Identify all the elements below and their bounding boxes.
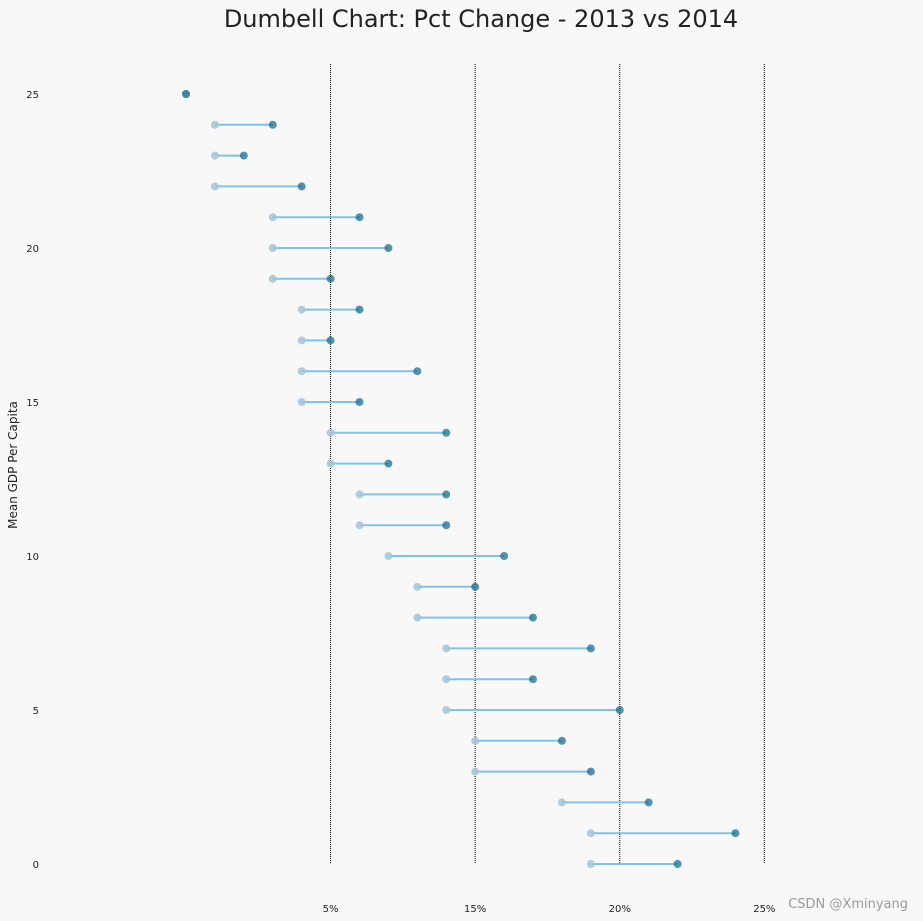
point-2013 [442,675,451,684]
point-2014 [557,736,566,745]
point-2013 [268,213,277,222]
x-tick-label: 20% [609,904,631,915]
point-2013 [326,459,335,468]
point-2014 [529,613,537,622]
point-2013 [413,582,422,591]
point-2014 [413,367,422,376]
watermark-text: CSDN @Xminyang [788,897,908,912]
point-2013 [442,706,451,714]
point-2014 [297,182,306,191]
x-tick-label: 5% [323,904,339,915]
y-axis-label: Mean GDP Per Capita [6,401,20,529]
point-2014 [326,274,335,283]
point-2013 [355,521,364,530]
point-2014 [673,860,682,868]
point-2014 [182,90,190,98]
point-2014 [355,398,364,406]
point-2014 [268,120,277,129]
point-2013 [442,644,451,653]
point-2013 [471,767,480,776]
point-2014 [442,490,451,499]
chart-title: Dumbell Chart: Pct Change - 2013 vs 2014 [224,5,738,33]
x-tick-label: 15% [464,904,486,915]
point-2013 [413,613,422,622]
point-2014 [239,151,248,160]
point-2013 [355,490,364,499]
point-2013 [297,305,306,314]
point-2013 [586,829,595,838]
point-2014 [355,213,364,222]
point-2014 [442,521,451,530]
point-2013 [557,798,566,807]
point-2014 [615,706,624,714]
y-tick-label: 0 [33,860,39,871]
point-2014 [586,644,595,653]
x-tick-label: 25% [753,904,775,915]
point-2013 [268,274,277,283]
point-2014 [384,459,393,468]
y-tick-label: 20 [26,244,39,255]
point-2013 [210,151,219,160]
end-points [182,90,740,868]
point-2014 [529,675,537,684]
y-tick-label: 5 [33,706,39,717]
point-2013 [586,860,595,868]
y-tick-label: 25 [26,90,39,101]
point-2013 [471,736,480,745]
y-tick-labels: 0 5 10 15 20 25 [26,90,39,871]
point-2014 [500,552,509,560]
y-tick-label: 10 [26,552,39,563]
point-2014 [644,798,653,807]
point-2014 [731,829,740,838]
x-tick-labels: 5% 15% 20% 25% [323,904,776,915]
point-2013 [297,336,306,345]
point-2013 [297,367,306,376]
point-2014 [355,305,364,314]
point-2014 [471,582,480,591]
point-2014 [384,244,393,252]
point-2014 [586,767,595,776]
point-2014 [442,428,451,437]
point-2013 [297,398,306,406]
point-2013 [210,120,219,129]
point-2014 [326,336,335,345]
y-tick-label: 15 [26,398,39,409]
connector-lines [214,123,736,865]
point-2013 [384,552,393,560]
point-2013 [210,182,219,191]
point-2013 [268,244,277,252]
point-2013 [326,428,335,437]
